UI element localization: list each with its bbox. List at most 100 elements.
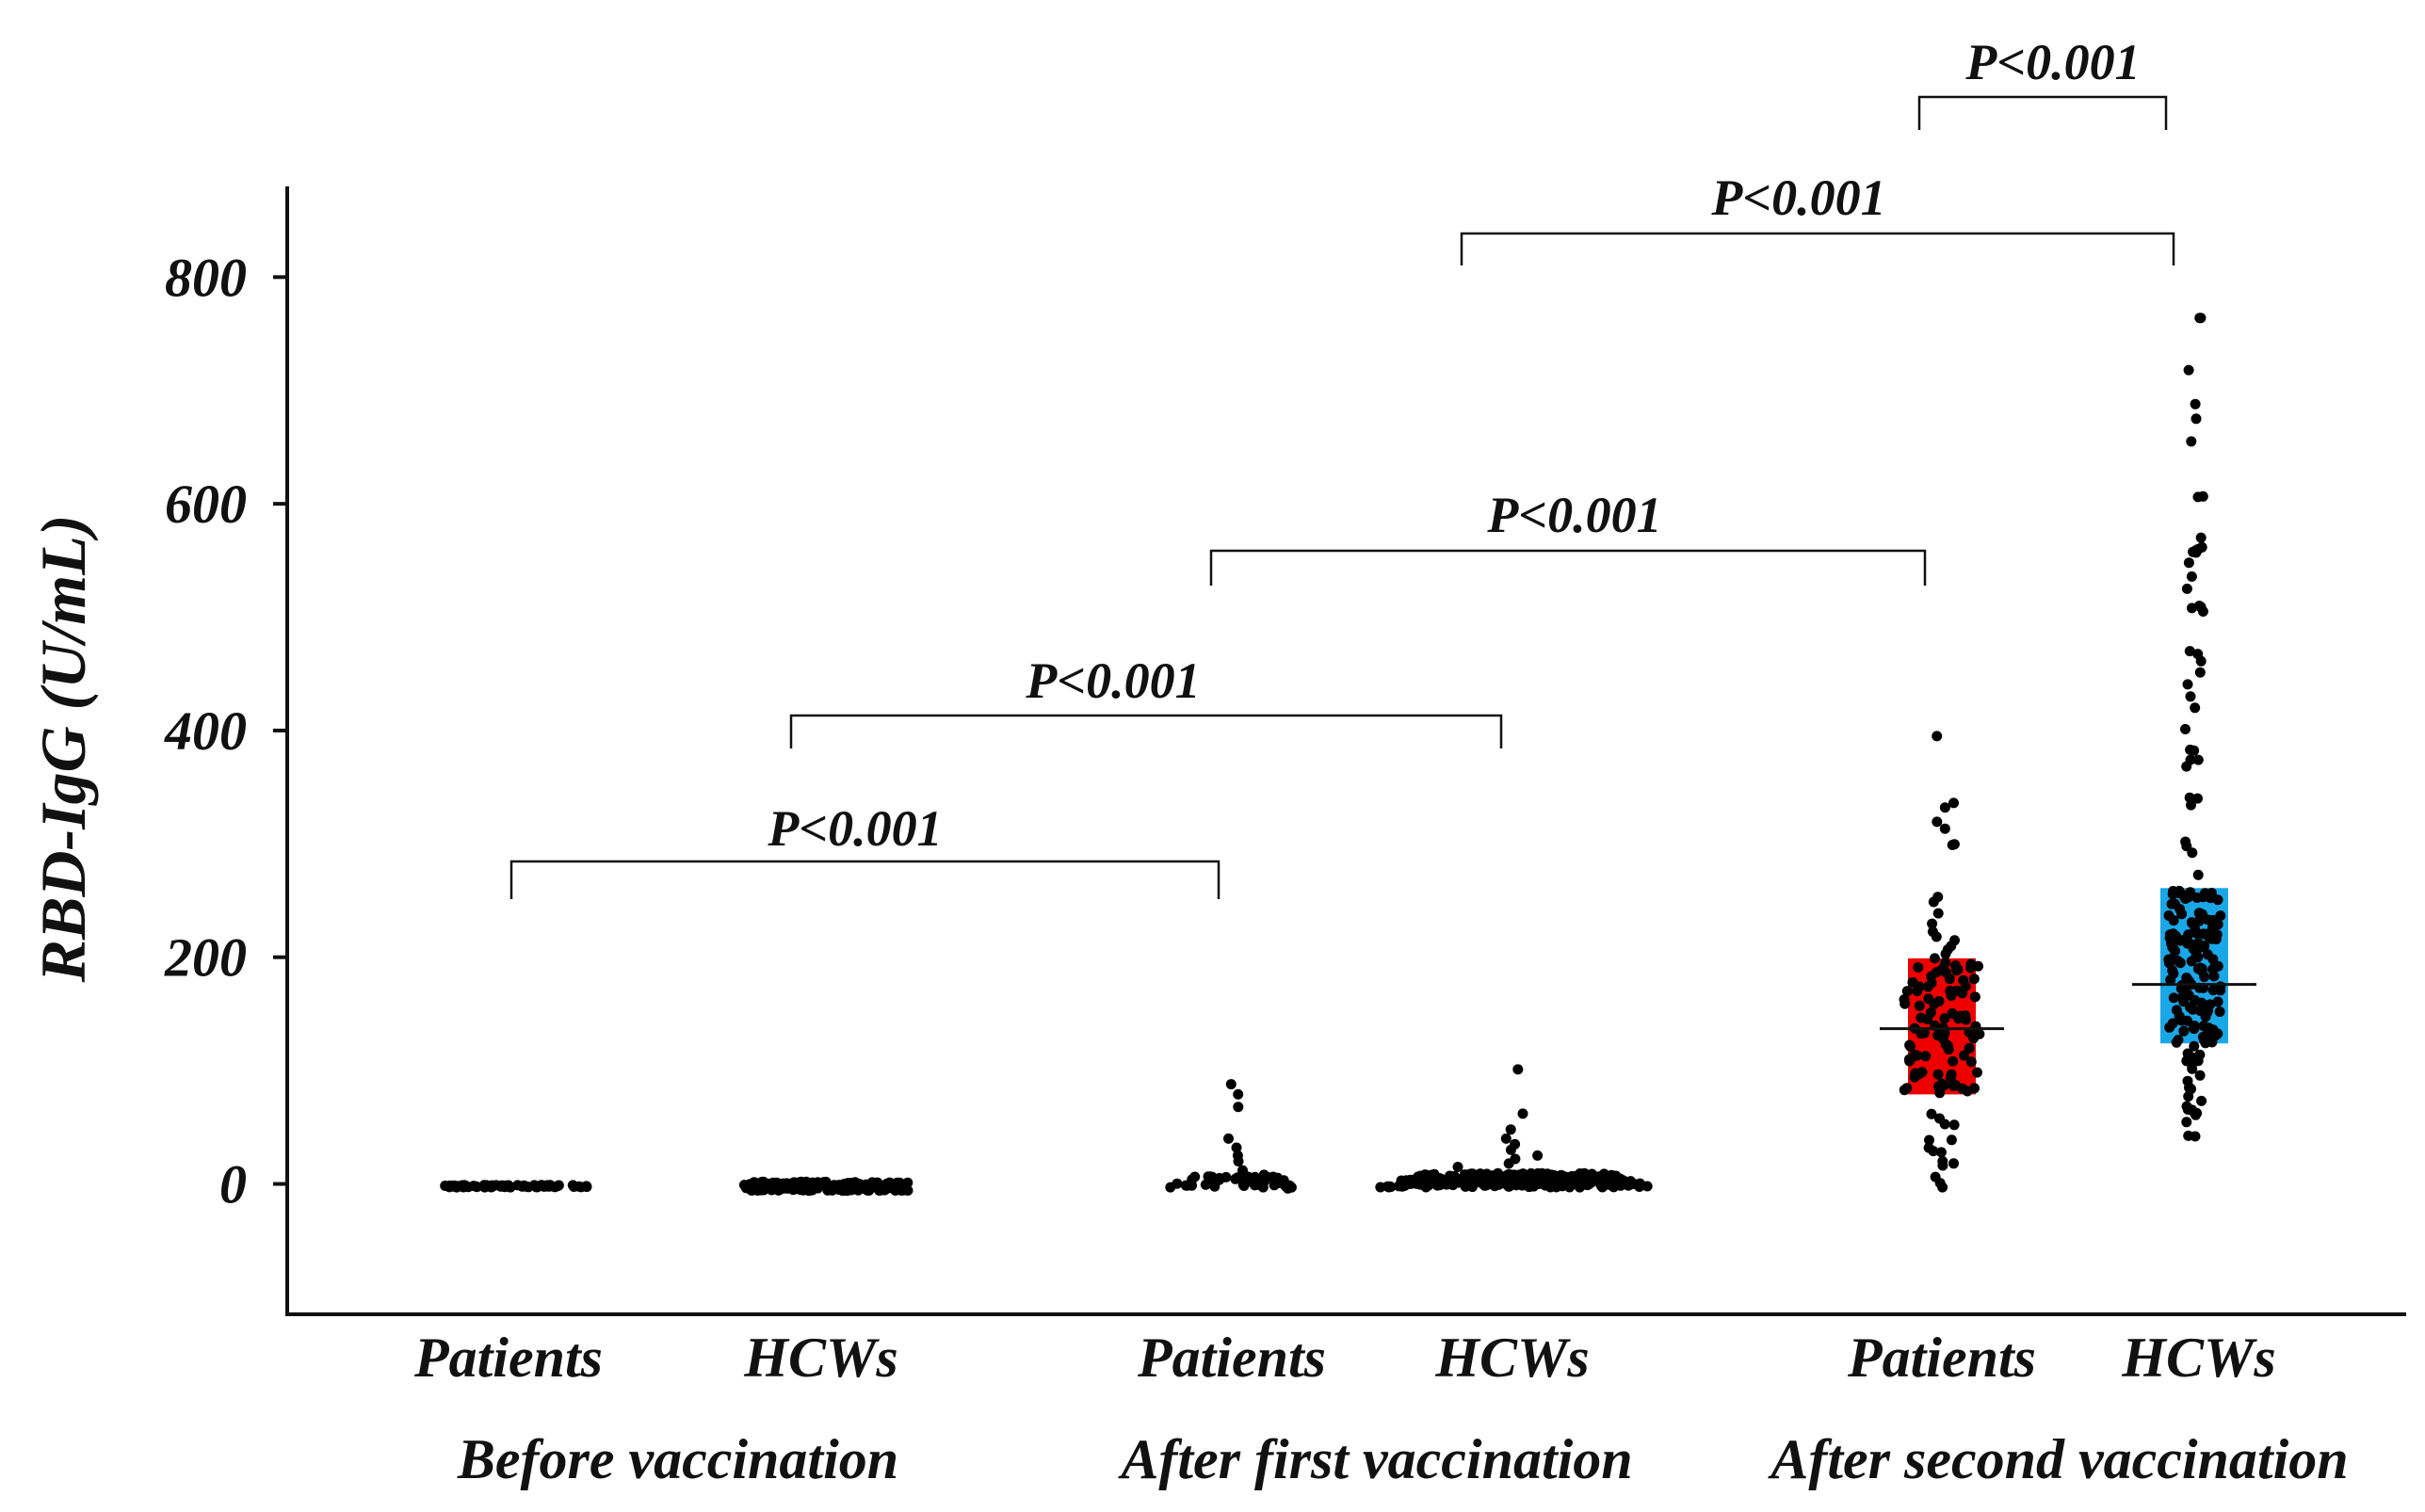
significance-label: P<0.001 bbox=[1486, 487, 1661, 543]
data-point bbox=[2190, 702, 2201, 714]
data-point bbox=[2186, 799, 2196, 811]
data-point bbox=[1393, 1181, 1404, 1192]
data-point bbox=[536, 1181, 547, 1192]
data-point bbox=[2190, 1131, 2201, 1142]
data-point bbox=[2189, 1040, 2200, 1052]
y-ticks: 0 200 400 600 800 bbox=[164, 247, 287, 1215]
data-point bbox=[2194, 667, 2206, 678]
data-point bbox=[1617, 1177, 1628, 1187]
data-point bbox=[1957, 988, 1968, 999]
data-point bbox=[2185, 691, 2196, 702]
data-point bbox=[1932, 1069, 1944, 1080]
data-point bbox=[2181, 583, 2192, 594]
data-point bbox=[2215, 910, 2226, 922]
data-point bbox=[2180, 724, 2191, 734]
data-point bbox=[2212, 996, 2223, 1007]
data-point bbox=[2182, 1075, 2193, 1086]
data-point bbox=[2163, 957, 2174, 969]
data-point bbox=[2164, 1021, 2175, 1033]
data-point bbox=[2182, 938, 2193, 949]
data-point bbox=[872, 1179, 883, 1190]
data-point bbox=[2167, 941, 2178, 953]
data-point bbox=[1948, 1158, 1959, 1169]
data-point bbox=[1928, 1146, 1939, 1157]
data-point bbox=[822, 1184, 833, 1196]
data-point bbox=[1946, 1134, 1957, 1146]
data-point bbox=[1914, 981, 1925, 992]
axes: 0 200 400 600 800 RBD-IgG (U/mL) bbox=[27, 186, 2406, 1316]
data-point bbox=[898, 1182, 910, 1193]
data-point bbox=[1947, 1008, 1958, 1019]
data-point bbox=[1927, 918, 1938, 929]
data-point bbox=[2194, 1070, 2206, 1081]
data-point bbox=[1964, 1042, 1975, 1054]
significance-label: P<0.001 bbox=[1964, 34, 2140, 90]
significance-bracket bbox=[1460, 232, 2175, 265]
data-point bbox=[1203, 1171, 1214, 1182]
data-point bbox=[1907, 1052, 1918, 1063]
data-point bbox=[1937, 1182, 1948, 1193]
data-point bbox=[1231, 1142, 1242, 1153]
category-label: HCWs bbox=[743, 1327, 897, 1389]
data-point bbox=[468, 1181, 479, 1192]
data-point bbox=[1945, 986, 1956, 996]
data-point bbox=[2196, 1095, 2207, 1106]
data-point bbox=[1914, 1000, 1925, 1011]
data-point bbox=[1904, 1039, 1916, 1051]
category-label: Patients bbox=[1847, 1327, 2036, 1389]
data-point bbox=[1969, 991, 1980, 1003]
category-label: Patients bbox=[413, 1327, 603, 1389]
data-point bbox=[1929, 953, 1940, 964]
data-point bbox=[2214, 1006, 2225, 1018]
data-point bbox=[1503, 1181, 1514, 1192]
data-point bbox=[2180, 836, 2191, 847]
data-point bbox=[1955, 1010, 1966, 1021]
data-point bbox=[2181, 1117, 2192, 1128]
data-point bbox=[1913, 962, 1924, 973]
category-label: HCWs bbox=[1434, 1327, 1589, 1389]
data-point bbox=[517, 1181, 528, 1192]
data-point bbox=[1580, 1176, 1592, 1187]
data-point bbox=[1939, 823, 1950, 834]
data-point bbox=[1268, 1171, 1279, 1182]
data-point bbox=[2182, 1015, 2192, 1026]
data-point bbox=[754, 1181, 766, 1192]
data-point bbox=[1517, 1108, 1528, 1119]
data-point bbox=[2185, 754, 2196, 765]
data-point bbox=[738, 1180, 750, 1191]
data-point bbox=[2192, 649, 2204, 660]
data-point bbox=[1958, 974, 1969, 986]
data-point bbox=[1503, 1158, 1514, 1169]
data-points bbox=[440, 313, 2226, 1197]
data-point bbox=[1547, 1176, 1559, 1187]
category-label: HCWs bbox=[2121, 1327, 2275, 1389]
data-point bbox=[2191, 1107, 2203, 1118]
data-point bbox=[2183, 364, 2194, 376]
data-point bbox=[2174, 1010, 2185, 1021]
data-point bbox=[1944, 973, 1955, 985]
y-tick-label: 800 bbox=[165, 247, 247, 308]
data-point bbox=[1189, 1171, 1201, 1182]
data-point bbox=[881, 1181, 892, 1192]
data-point bbox=[1460, 1176, 1470, 1187]
data-point bbox=[2192, 754, 2204, 765]
data-point bbox=[1939, 1013, 1950, 1024]
data-point bbox=[2207, 964, 2219, 975]
data-point bbox=[1946, 1069, 1957, 1080]
data-point bbox=[2210, 934, 2222, 944]
data-point bbox=[2192, 793, 2203, 804]
data-point bbox=[1500, 1133, 1512, 1144]
data-point bbox=[1939, 1027, 1950, 1038]
data-point bbox=[2182, 679, 2193, 690]
data-point bbox=[2184, 646, 2195, 657]
data-point bbox=[2168, 928, 2179, 940]
significance-bracket bbox=[1209, 549, 1927, 586]
data-point bbox=[1926, 1108, 1937, 1119]
data-point bbox=[2171, 1037, 2182, 1048]
data-point bbox=[1506, 1171, 1517, 1182]
data-point bbox=[2197, 491, 2208, 502]
data-point bbox=[1200, 1179, 1211, 1190]
median-lines bbox=[1880, 983, 2256, 1031]
significance-bracket bbox=[509, 860, 1221, 899]
data-point bbox=[1937, 1160, 1948, 1171]
